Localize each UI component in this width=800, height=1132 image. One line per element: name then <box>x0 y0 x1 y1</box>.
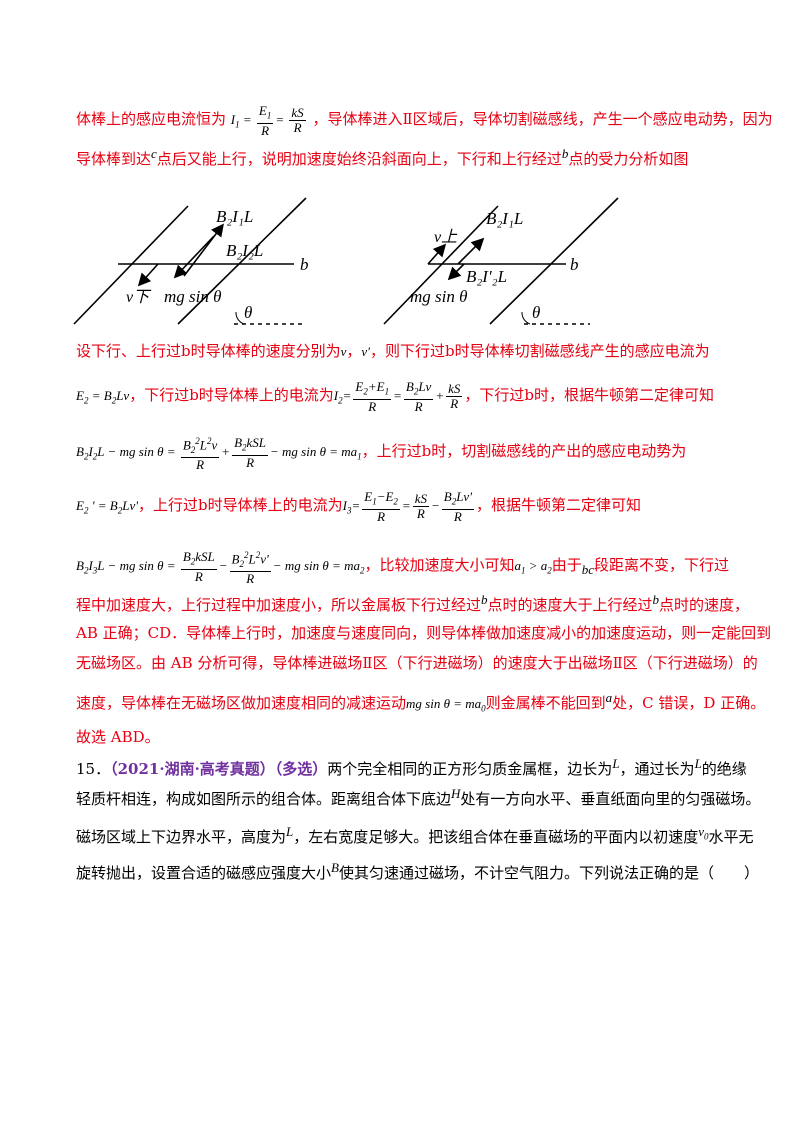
p7-line3: 无磁场区。由 AB 分析可得，导体棒进磁场Ⅱ区（下行进磁场）的速度大于出磁场Ⅱ区… <box>76 654 758 672</box>
label-v-up: v上 <box>434 228 458 246</box>
p1-line1: 体棒上的感应电流恒为 I1 = E1 R = kS R ，导体棒进入Ⅱ区域后，导体切割… <box>76 103 773 138</box>
eq-e2: E2 = B2Lv <box>76 387 130 406</box>
p4-line: B2I2L − mg sin θ = B22L2v R + B2kSL R − mg si… <box>76 435 687 472</box>
rail-left-1 <box>73 205 189 325</box>
force-arrow-down-right <box>447 263 465 281</box>
eq-newton-down: B2I2L − mg sin θ = B22L2v R + B2kSL R − mg si… <box>76 435 362 472</box>
p7-line5: 故选 ABD。 <box>76 728 160 746</box>
p7-line4: 速度，导体棒在无磁场区做加速度相同的减速运动mg sin θ = ma0则金属棒… <box>76 690 766 714</box>
q15-line4: 旋转抛出，设置合适的磁感应强度大小B使其匀速通过磁场，不计空气阻力。下列说法正确… <box>76 860 759 882</box>
segment-bc: bc <box>581 561 595 577</box>
velocity-arrow-down <box>137 263 159 287</box>
diagram-right: B₂I₁L v上 B₂I′₂L mg sin θ b θ <box>383 197 619 325</box>
p1-line2: 导体棒到达c点后又能上行，说明加速度始终沿斜面向上，下行和上行经过b点的受力分析… <box>76 146 689 168</box>
q15-line1: 15．（2021·湖南·高考真题）（多选）两个完全相同的正方形匀质金属框，边长为… <box>76 756 747 778</box>
rail-left-2 <box>177 197 307 325</box>
label-b2i2l: B₂I₂L <box>226 241 263 260</box>
label-b2i2pl: B₂I′₂L <box>466 267 507 286</box>
label-b2i1l-right: B₂I₁L <box>486 209 523 228</box>
v0: v0 <box>698 824 709 842</box>
p3-line: E2 = B2Lv，下行过b时导体棒上的电流为I2= E2+E1 R = B2Lv R + k… <box>76 379 714 414</box>
current-formula: I1 = E1 R = kS R <box>230 103 306 138</box>
eq-i3: I3= E1−E2 R = kS R − B2Lv' R <box>342 489 474 524</box>
p2-line: 设下行、上行过b时导体棒的速度分别为v，v'，则下行过b时导体棒切割磁感线产生的… <box>76 342 710 360</box>
label-theta-left: θ <box>244 303 252 322</box>
eq-e2p: E2 ' = B2Lv' <box>76 497 138 516</box>
q15-line3: 磁场区域上下边界水平，高度为L，左右宽度足够大。把该组合体在垂直磁场的平面内以初… <box>76 824 754 846</box>
label-b-left: b <box>300 255 309 274</box>
label-theta-right: θ <box>532 303 540 322</box>
p7-line2: AB 正确；CD．导体棒上行时，加速度与速度同向，则导体棒做加速度减小的加速度运… <box>76 624 772 642</box>
rail-right-2 <box>489 197 619 325</box>
force-arrow-down <box>173 235 215 279</box>
velocity-arrow-up <box>427 243 447 265</box>
label-mg-right: mg sin θ <box>410 287 467 306</box>
q15-line2: 轻质杆相连，构成如图所示的组合体。距离组合体下底边H处有一方向水平、垂直纸面向里… <box>76 786 761 808</box>
p6-line: B2I3L − mg sin θ = B2kSL R − B22L2v' R − mg s… <box>76 549 730 586</box>
diagram-left: B₂I₁L B₂I₂L v下 mg sin θ b θ <box>73 197 309 325</box>
rail-right-1 <box>383 205 499 325</box>
p5-line: E2 ' = B2Lv'，上行过b时导体棒上的电流为I3= E1−E2 R = kS R −… <box>76 489 641 524</box>
force-arrow-up-right <box>457 237 485 265</box>
label-v-down: v下 <box>126 289 152 306</box>
q15-source-tag: （2021·湖南·高考真题）（多选） <box>110 760 328 778</box>
force-diagram: B₂I₁L B₂I₂L v下 mg sin θ b θ B₂I₁L v上 B₂I… <box>73 197 619 325</box>
eq-mg-ma0: mg sin θ = ma0 <box>406 696 486 714</box>
label-mg-left: mg sin θ <box>164 287 221 306</box>
eq-newton-up: B2I3L − mg sin θ = B2kSL R − B22L2v' R − mg s… <box>76 549 365 586</box>
eq-a-compare: a1 > a2 <box>514 557 552 576</box>
eq-i2: I2= E2+E1 R = B2Lv R + kS R <box>333 379 463 414</box>
force-arrow-up <box>183 223 224 277</box>
label-b2i1l: B₂I₁L <box>216 207 253 226</box>
p7-line1: 程中加速度大，上行过程中加速度小，所以金属板下行过经过b点时的速度大于上行经过b… <box>76 592 750 614</box>
point-a: a <box>605 690 613 705</box>
label-b-right: b <box>570 255 579 274</box>
